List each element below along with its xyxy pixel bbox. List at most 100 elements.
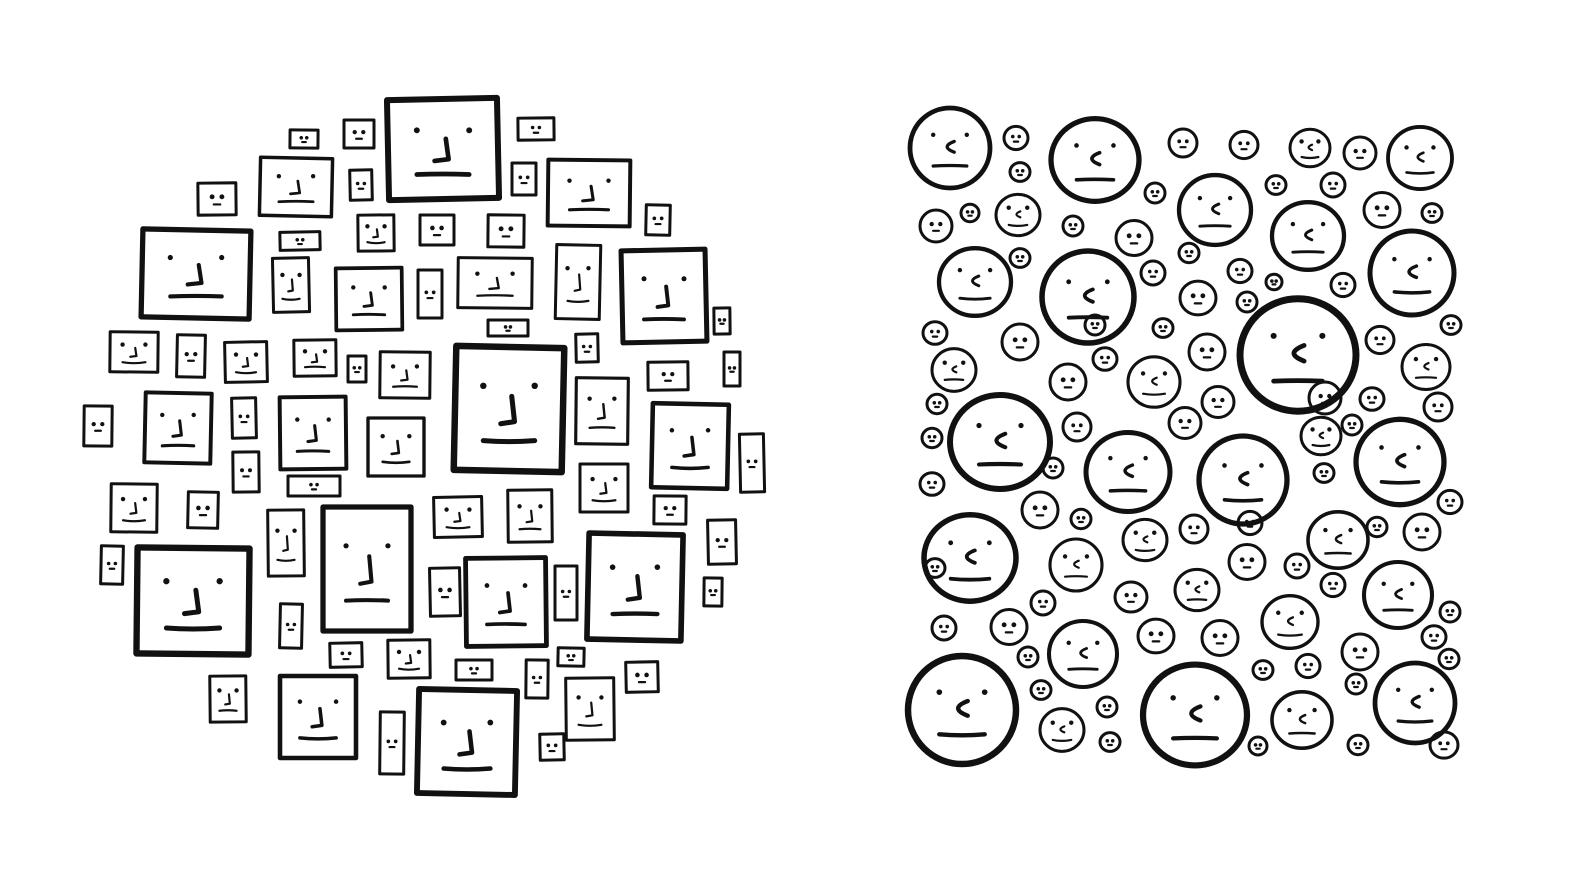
square-face [278, 602, 304, 650]
square-face [652, 494, 688, 526]
round-face [1041, 456, 1065, 480]
round-face [1340, 632, 1380, 672]
square-face [644, 203, 672, 237]
square-face [574, 376, 630, 446]
square-face [538, 732, 566, 762]
square-face [578, 462, 630, 514]
square-face [706, 518, 738, 566]
square-face [450, 342, 568, 476]
square-face [266, 508, 306, 578]
round-face [1362, 191, 1402, 229]
square-face [138, 226, 254, 322]
round-face [918, 208, 954, 244]
square-face [432, 495, 484, 539]
square-face [418, 213, 456, 247]
square-face [288, 128, 320, 150]
round-face [1372, 660, 1458, 746]
round-face [1091, 346, 1119, 372]
round-face [925, 392, 949, 416]
square-face [516, 116, 556, 142]
round-face [1420, 624, 1448, 650]
round-face [1402, 512, 1442, 552]
round-face [1299, 415, 1343, 457]
round-face [1227, 543, 1267, 581]
round-face [1048, 115, 1142, 205]
square-face [524, 658, 550, 700]
round-face [1083, 313, 1107, 337]
round-face [921, 512, 1019, 605]
round-face [1361, 559, 1435, 631]
square-face [584, 530, 686, 644]
round-face [1095, 695, 1119, 719]
round-face [1136, 617, 1176, 655]
square-face [428, 566, 462, 618]
round-face [1151, 317, 1175, 339]
round-face [1176, 172, 1254, 248]
square-face [454, 658, 494, 682]
round-face [1312, 462, 1336, 484]
round-face [1353, 416, 1447, 508]
round-face [1008, 161, 1032, 183]
square-face [366, 416, 426, 478]
round-face [1038, 707, 1086, 753]
round-face [1365, 515, 1389, 539]
square-face [277, 673, 359, 761]
round-face [1121, 517, 1169, 563]
round-face [1061, 411, 1093, 443]
round-face [1098, 731, 1122, 753]
round-face [1344, 672, 1368, 696]
round-face [1046, 618, 1120, 690]
square-face [231, 450, 261, 494]
square-face [270, 256, 312, 314]
round-face [1260, 593, 1320, 650]
square-face [416, 268, 444, 320]
round-face [1235, 290, 1259, 314]
round-face [920, 426, 944, 450]
square-face [486, 213, 526, 249]
square-face [342, 118, 376, 150]
round-face [923, 557, 947, 579]
round-face [1428, 730, 1460, 760]
round-face [1228, 129, 1260, 161]
round-face [1288, 127, 1332, 169]
round-face [1139, 661, 1251, 769]
round-face [907, 105, 993, 191]
square-face [574, 332, 600, 364]
round-face [1000, 322, 1040, 362]
round-face [1173, 567, 1221, 613]
round-face [1386, 125, 1454, 191]
square-face [286, 474, 342, 498]
round-face [1200, 619, 1240, 657]
round-face [1439, 314, 1463, 336]
square-face [208, 674, 248, 724]
square-face [142, 390, 214, 466]
square-face [320, 504, 414, 634]
round-face [1083, 429, 1173, 514]
square-face [737, 432, 767, 494]
square-face [486, 318, 530, 338]
round-face [1319, 571, 1347, 599]
square-face [109, 482, 159, 534]
square-face [722, 350, 742, 388]
round-face [1114, 219, 1154, 257]
round-face [1319, 171, 1347, 199]
round-face [1016, 645, 1040, 669]
round-face [1340, 413, 1364, 437]
round-face [1236, 509, 1264, 537]
round-face [1294, 652, 1322, 680]
square-face [133, 544, 253, 658]
square-face [82, 404, 114, 448]
round-face [1069, 507, 1093, 531]
square-face [196, 181, 238, 217]
round-face [1400, 342, 1452, 392]
square-face [556, 646, 586, 668]
square-face [378, 350, 432, 400]
round-face [1269, 200, 1347, 273]
square-face [564, 676, 616, 742]
round-face [1178, 513, 1210, 545]
round-face [1126, 355, 1182, 409]
square-face [333, 265, 405, 333]
square-face [646, 360, 690, 392]
round-face [959, 202, 981, 224]
